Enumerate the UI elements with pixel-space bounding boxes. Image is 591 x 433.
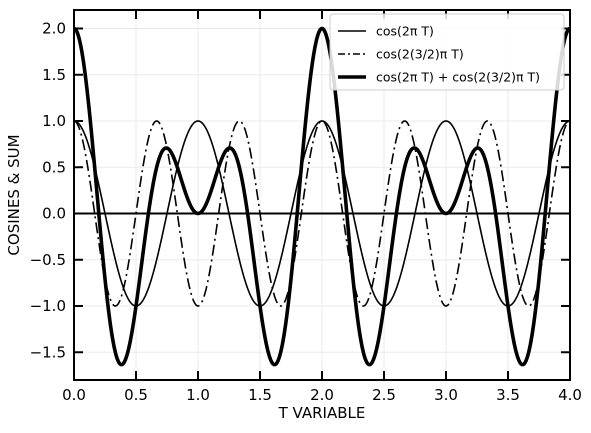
x-tick-label: 2.0	[310, 386, 334, 404]
y-axis-label: COSINES & SUM	[5, 134, 23, 255]
x-tick-label: 3.5	[496, 386, 520, 404]
x-tick-label: 1.5	[248, 386, 272, 404]
y-tick-label: 1.0	[42, 112, 66, 130]
legend-label-1: cos(2π T)	[376, 24, 434, 39]
x-tick-label: 1.0	[186, 386, 210, 404]
x-axis-label: T VARIABLE	[278, 404, 366, 422]
legend-box	[329, 13, 565, 91]
legend-label-3: cos(2π T) + cos(2(3/2)π T)	[376, 70, 540, 85]
ticks: 0.0 0.5 1.0 1.5 2.0 2.5 3.0 3.5 4.0 −1.5 −1.0 −0.5 0…	[30, 10, 582, 404]
series-layer	[72, 26, 572, 367]
series-line-2	[73, 120, 571, 307]
y-tick-label: 1.5	[42, 66, 66, 84]
y-tick-label: −1.0	[30, 297, 66, 315]
y-tick-label: 0.0	[42, 205, 66, 223]
y-tick-label: 2.0	[42, 20, 66, 38]
x-tick-label: 2.5	[372, 386, 396, 404]
x-tick-label: 3.0	[434, 386, 458, 404]
x-tick-label: 0.5	[124, 386, 148, 404]
x-tick-label: 4.0	[558, 386, 582, 404]
y-tick-label: −1.5	[30, 343, 66, 361]
series-line-3	[72, 26, 572, 367]
legend-label-2: cos(2(3/2)π T)	[376, 47, 464, 62]
y-tick-label: −0.5	[30, 251, 66, 269]
legend: cos(2π T) cos(2(3/2)π T) cos(2π T) + cos(2…	[329, 13, 565, 91]
series-line-1	[73, 120, 571, 307]
x-tick-label: 0.0	[62, 386, 86, 404]
y-tick-label: 0.5	[42, 158, 66, 176]
